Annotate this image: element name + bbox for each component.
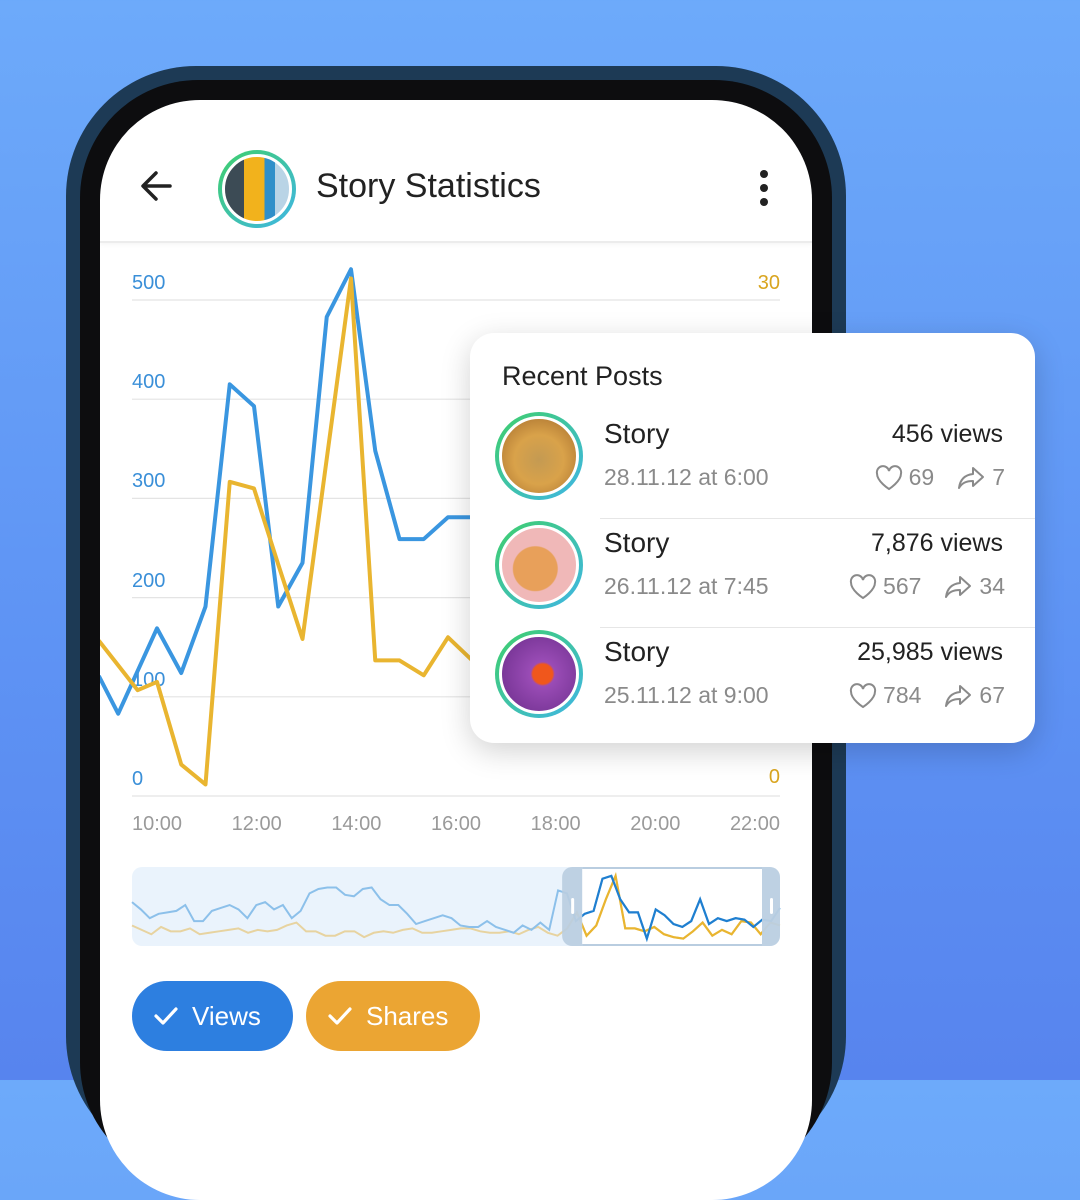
recent-post-item[interactable]: Story 28.11.12 at 6:00 456 views 69 7 [470,410,1035,519]
heart-icon [849,682,877,708]
left-axis-label: 300 [132,470,166,493]
more-vertical-icon[interactable] [752,168,776,208]
recent-posts-title: Recent Posts [502,361,663,391]
overview-window[interactable] [582,869,762,944]
x-axis-label: 16:00 [430,813,482,835]
right-axis-label: 0 [768,766,780,788]
x-axis-label: 12:00 [231,813,282,835]
window-top-border [582,867,762,869]
post-thumbnail [495,630,583,718]
divider [600,627,1035,628]
recent-post-item[interactable]: Story 25.11.12 at 9:00 25,985 views 784 … [470,628,1035,737]
shares-count: 67 [979,682,1005,708]
shares-count: 34 [979,573,1005,599]
selected-views-line [582,874,762,943]
app-header: Story Statistics [100,100,812,243]
post-date: 25.11.12 at 9:00 [604,682,769,708]
post-stats: 69 7 [875,464,1005,491]
left-axis-label: 0 [132,768,144,790]
grip-icon [770,898,773,914]
shares-count: 7 [992,464,1005,490]
series-line-views [100,267,523,716]
post-views: 7,876 views [870,529,1003,557]
left-axis-label: 200 [132,569,166,592]
divider [600,518,1035,519]
post-thumbnail [495,412,583,500]
likes-count: 567 [883,573,922,599]
post-date: 28.11.12 at 6:00 [604,464,769,490]
right-axis-label: 30 [757,272,780,294]
heart-icon [875,464,902,490]
post-thumbnail [495,521,583,609]
post-stats: 567 34 [849,573,1005,600]
check-icon [328,1007,352,1025]
x-axis-labels: 10:00 12:00 14:00 16:00 18:00 20:00 22:00 [132,813,780,836]
likes-count: 784 [883,682,922,708]
likes-count: 69 [908,464,935,490]
recent-post-item[interactable]: Story 26.11.12 at 7:45 7,876 views 567 3… [470,519,1035,628]
post-name: Story [604,636,670,667]
post-name: Story [604,418,670,449]
heart-icon [849,573,877,599]
x-axis-label: 22:00 [729,813,780,835]
post-views: 456 views [891,420,1003,448]
check-icon [154,1007,178,1025]
x-axis-label: 10:00 [132,813,183,835]
share-icon [945,575,972,598]
post-name: Story [604,527,670,558]
left-axis-label: 400 [132,371,166,394]
window-bottom-border [582,944,762,946]
series-line-shares [100,276,523,787]
story-avatar[interactable] [218,150,296,228]
grip-icon [571,898,575,914]
views-toggle-label: Views [192,1000,261,1031]
arrow-left-icon[interactable] [136,166,176,206]
post-date: 26.11.12 at 7:45 [604,573,769,599]
x-axis-label: 14:00 [331,813,382,835]
x-axis-label: 18:00 [530,813,581,835]
left-axis-label: 500 [132,272,166,294]
post-stats: 784 67 [849,682,1005,709]
overview-chart[interactable] [100,860,812,960]
post-views: 25,985 views [857,638,1003,666]
page-title: Story Statistics [316,167,541,205]
selected-shares-line [582,871,762,940]
shares-toggle[interactable]: Shares [306,981,480,1051]
views-toggle[interactable]: Views [132,981,293,1051]
share-icon [945,684,972,707]
x-axis-label: 20:00 [630,813,681,835]
shares-toggle-label: Shares [366,1000,449,1031]
recent-posts-card: Recent Posts Story 28.11.12 at 6:00 456 … [470,333,1035,743]
share-icon [958,466,985,489]
